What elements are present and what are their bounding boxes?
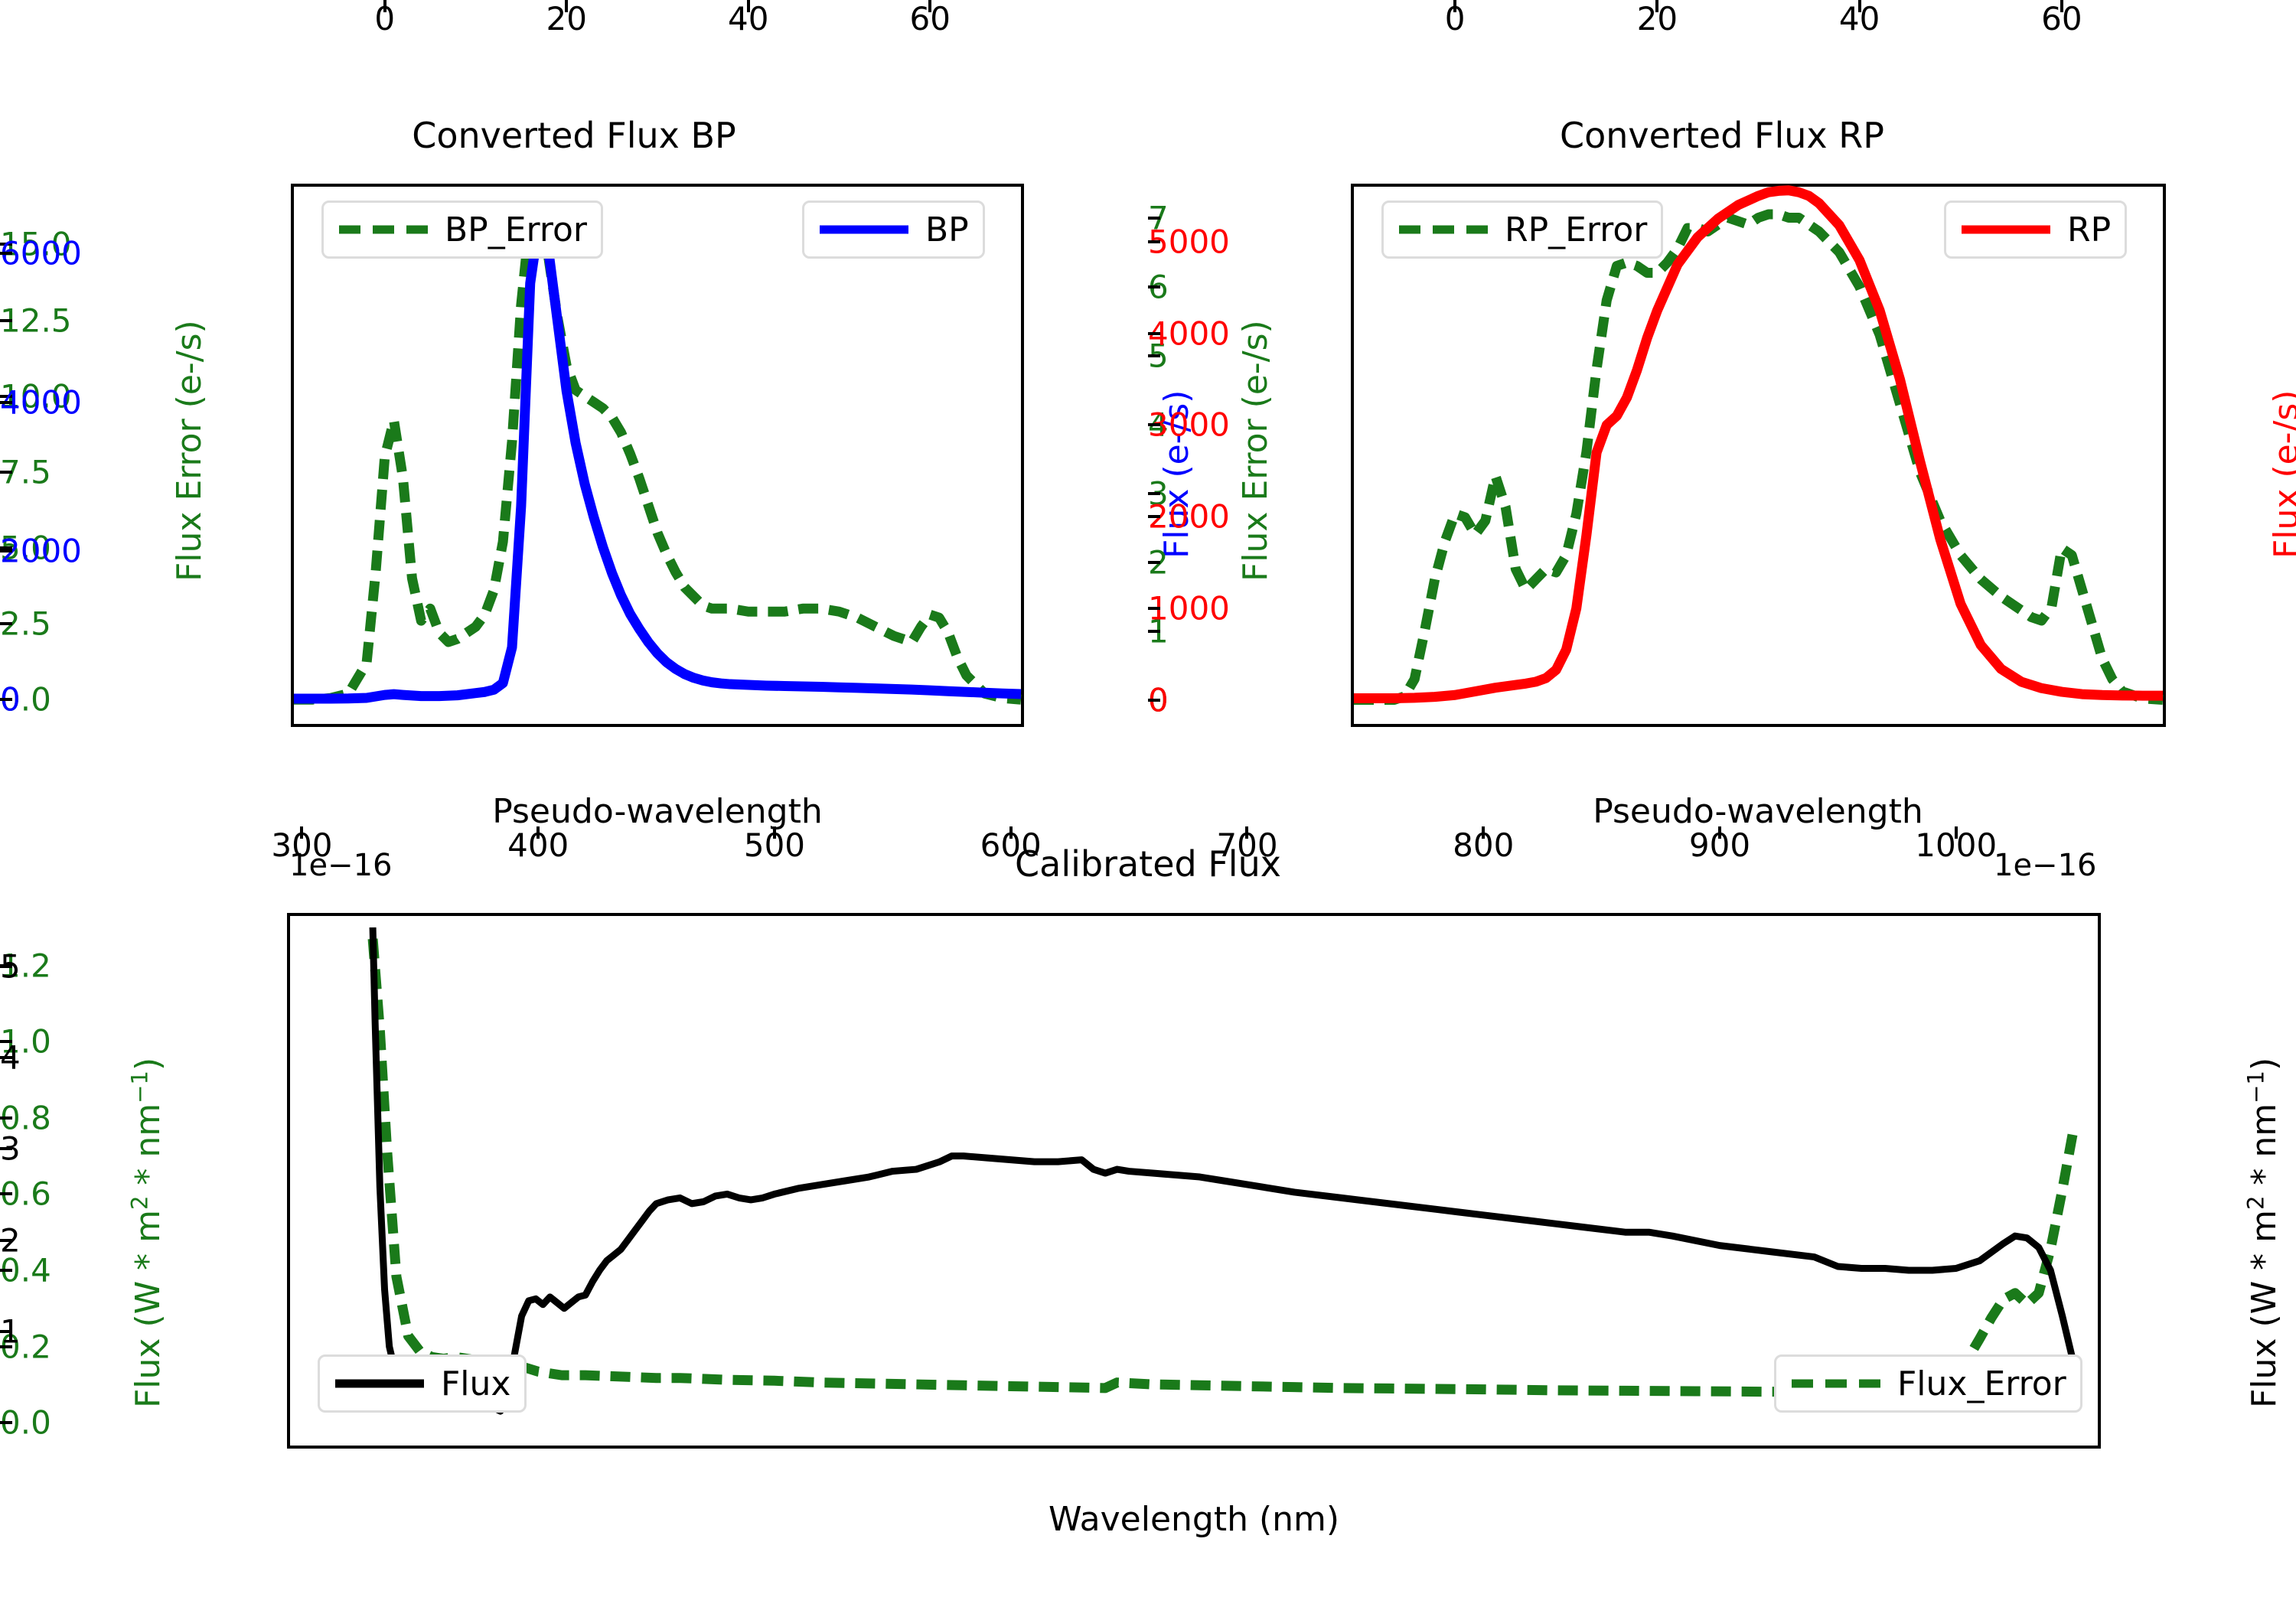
bp-error-legend-swatch — [339, 225, 428, 234]
bp-legend-flux[interactable]: BP — [802, 200, 985, 259]
calibrated-ytick-left-mark — [0, 1040, 12, 1044]
rp-ytick-left-mark — [1148, 491, 1160, 495]
calibrated-ytick-right-mark — [0, 1238, 12, 1242]
calibrated-ytick-left-mark — [0, 1116, 12, 1120]
bp-xtick-mark — [746, 0, 750, 12]
panel-converted-flux-bp: Converted Flux BP 0.0 2.5 5.0 7.5 10.0 12.5 15… — [0, 0, 1196, 831]
rp-ytick-right: 3000 — [1148, 406, 1230, 444]
rp-ytick-right-mark — [1148, 423, 1160, 427]
rp-xlabel: Pseudo-wavelength — [1593, 792, 1923, 831]
calibrated-ytick-left-mark — [0, 1192, 12, 1196]
rp-legend-flux[interactable]: RP — [1944, 200, 2128, 259]
calibrated-xtick-mark — [1482, 826, 1486, 839]
bp-xlabel: Pseudo-wavelength — [492, 792, 823, 831]
bp-ytick-right-mark — [0, 549, 12, 553]
calibrated-xtick-mark — [1009, 826, 1013, 839]
bp-ytick-left-mark — [0, 546, 12, 549]
calibrated-xtick-mark — [1245, 826, 1249, 839]
calibrated-offset-right: 1e−16 — [1994, 848, 2097, 883]
calibrated-ylabel-right-text: Flux (W * m2 * nm−1) — [2242, 1057, 2284, 1408]
calibrated-error-legend-swatch — [1792, 1379, 1880, 1388]
calibrated-ylabel-left-text: Flux (W * m2 * nm−1) — [126, 1057, 168, 1408]
rp-ytick-left-mark — [1148, 216, 1160, 220]
panel-calibrated-flux: Calibrated Flux 1e−16 1e−16 0.0 0.2 0.4 0.6… — [0, 826, 2296, 1607]
bp-panel-title: Converted Flux BP — [412, 115, 736, 156]
rp-axes-frame — [1351, 184, 2166, 727]
calibrated-xtick-mark — [300, 826, 304, 839]
bp-error-legend-label: BP_Error — [445, 210, 587, 249]
calibrated-legend-error[interactable]: Flux_Error — [1774, 1354, 2082, 1413]
rp-ytick-right: 2000 — [1148, 497, 1230, 536]
rp-ytick-right: 4000 — [1148, 315, 1230, 353]
calibrated-offset-left: 1e−16 — [289, 848, 393, 883]
rp-ytick-left-mark — [1148, 285, 1160, 288]
bp-ytick-right-mark — [0, 252, 12, 256]
rp-ytick-left-mark — [1148, 560, 1160, 564]
bp-xtick-mark — [928, 0, 932, 12]
bp-ytick-left-mark — [0, 318, 12, 322]
rp-ytick-right-mark — [1148, 515, 1160, 519]
calibrated-ylabel-left: Flux (W * m2 * nm−1) — [126, 1058, 168, 1408]
calibrated-xtick-mark — [772, 826, 776, 839]
calibrated-ytick-right-mark — [0, 1329, 12, 1333]
bp-ytick-right-mark — [0, 400, 12, 404]
bp-ytick-right-mark — [0, 697, 12, 701]
calibrated-ytick-right-mark — [0, 964, 12, 968]
rp-ytick-right: 5000 — [1148, 223, 1230, 261]
bp-flux-legend-swatch — [820, 225, 908, 234]
rp-flux-legend-label: RP — [2067, 210, 2112, 249]
bp-xtick-mark — [383, 0, 386, 12]
rp-panel-title: Converted Flux RP — [1560, 115, 1884, 156]
bp-ytick-right: 2000 — [0, 532, 82, 570]
calibrated-ytick-right-mark — [0, 1055, 12, 1059]
calibrated-ytick-left-mark — [0, 1268, 12, 1272]
bp-ytick-left-mark — [0, 622, 12, 626]
rp-ylabel-left: Flux Error (e-/s) — [1236, 320, 1275, 582]
rp-xtick-mark — [1453, 0, 1457, 12]
bp-ytick-left-mark — [0, 394, 12, 398]
rp-xtick-mark — [1857, 0, 1861, 12]
bp-xtick-mark — [565, 0, 569, 12]
calibrated-error-legend-label: Flux_Error — [1897, 1364, 2066, 1403]
bp-ytick-right: 6000 — [0, 234, 82, 272]
calibrated-xtick-mark — [536, 826, 540, 839]
calibrated-panel-title: Calibrated Flux — [1015, 843, 1281, 885]
rp-ytick-left-mark — [1148, 629, 1160, 633]
calibrated-flux-legend-swatch — [335, 1379, 424, 1388]
calibrated-legend-flux[interactable]: Flux — [318, 1354, 527, 1413]
rp-plot-area — [1354, 185, 2164, 705]
rp-xtick-mark — [2060, 0, 2063, 12]
rp-error-legend-swatch — [1399, 225, 1488, 234]
rp-legend-error[interactable]: RP_Error — [1381, 200, 1664, 259]
rp-ytick-right-mark — [1148, 698, 1160, 702]
bp-ytick-left-mark — [0, 243, 12, 246]
calibrated-ytick-left-mark — [0, 1421, 12, 1425]
rp-ytick-right-mark — [1148, 607, 1160, 611]
calibrated-xtick-mark — [1717, 826, 1721, 839]
bp-legend-error[interactable]: BP_Error — [321, 200, 603, 259]
bp-ytick-right: 4000 — [0, 383, 82, 422]
bp-ytick-left-mark — [0, 470, 12, 474]
bp-ylabel-left: Flux Error (e-/s) — [170, 320, 209, 582]
rp-ytick-right: 1000 — [1148, 589, 1230, 627]
rp-flux-legend-swatch — [1962, 225, 2050, 234]
rp-ytick-right-mark — [1148, 331, 1160, 335]
calibrated-xtick-mark — [1954, 826, 1958, 839]
rp-error-legend-label: RP_Error — [1505, 210, 1648, 249]
rp-ytick-right-mark — [1148, 240, 1160, 243]
rp-ytick-left-mark — [1148, 354, 1160, 357]
rp-xtick-mark — [1655, 0, 1659, 12]
bp-flux-legend-label: BP — [925, 210, 969, 249]
calibrated-flux-legend-label: Flux — [441, 1364, 511, 1403]
calibrated-ytick-right-mark — [0, 1147, 12, 1151]
calibrated-xlabel: Wavelength (nm) — [1048, 1500, 1340, 1539]
calibrated-ytick-left-mark — [0, 1345, 12, 1348]
rp-ylabel-right: Flux (e-/s) — [2267, 390, 2296, 559]
calibrated-ylabel-right: Flux (W * m2 * nm−1) — [2242, 1058, 2284, 1408]
bp-plot-area — [294, 203, 1022, 705]
